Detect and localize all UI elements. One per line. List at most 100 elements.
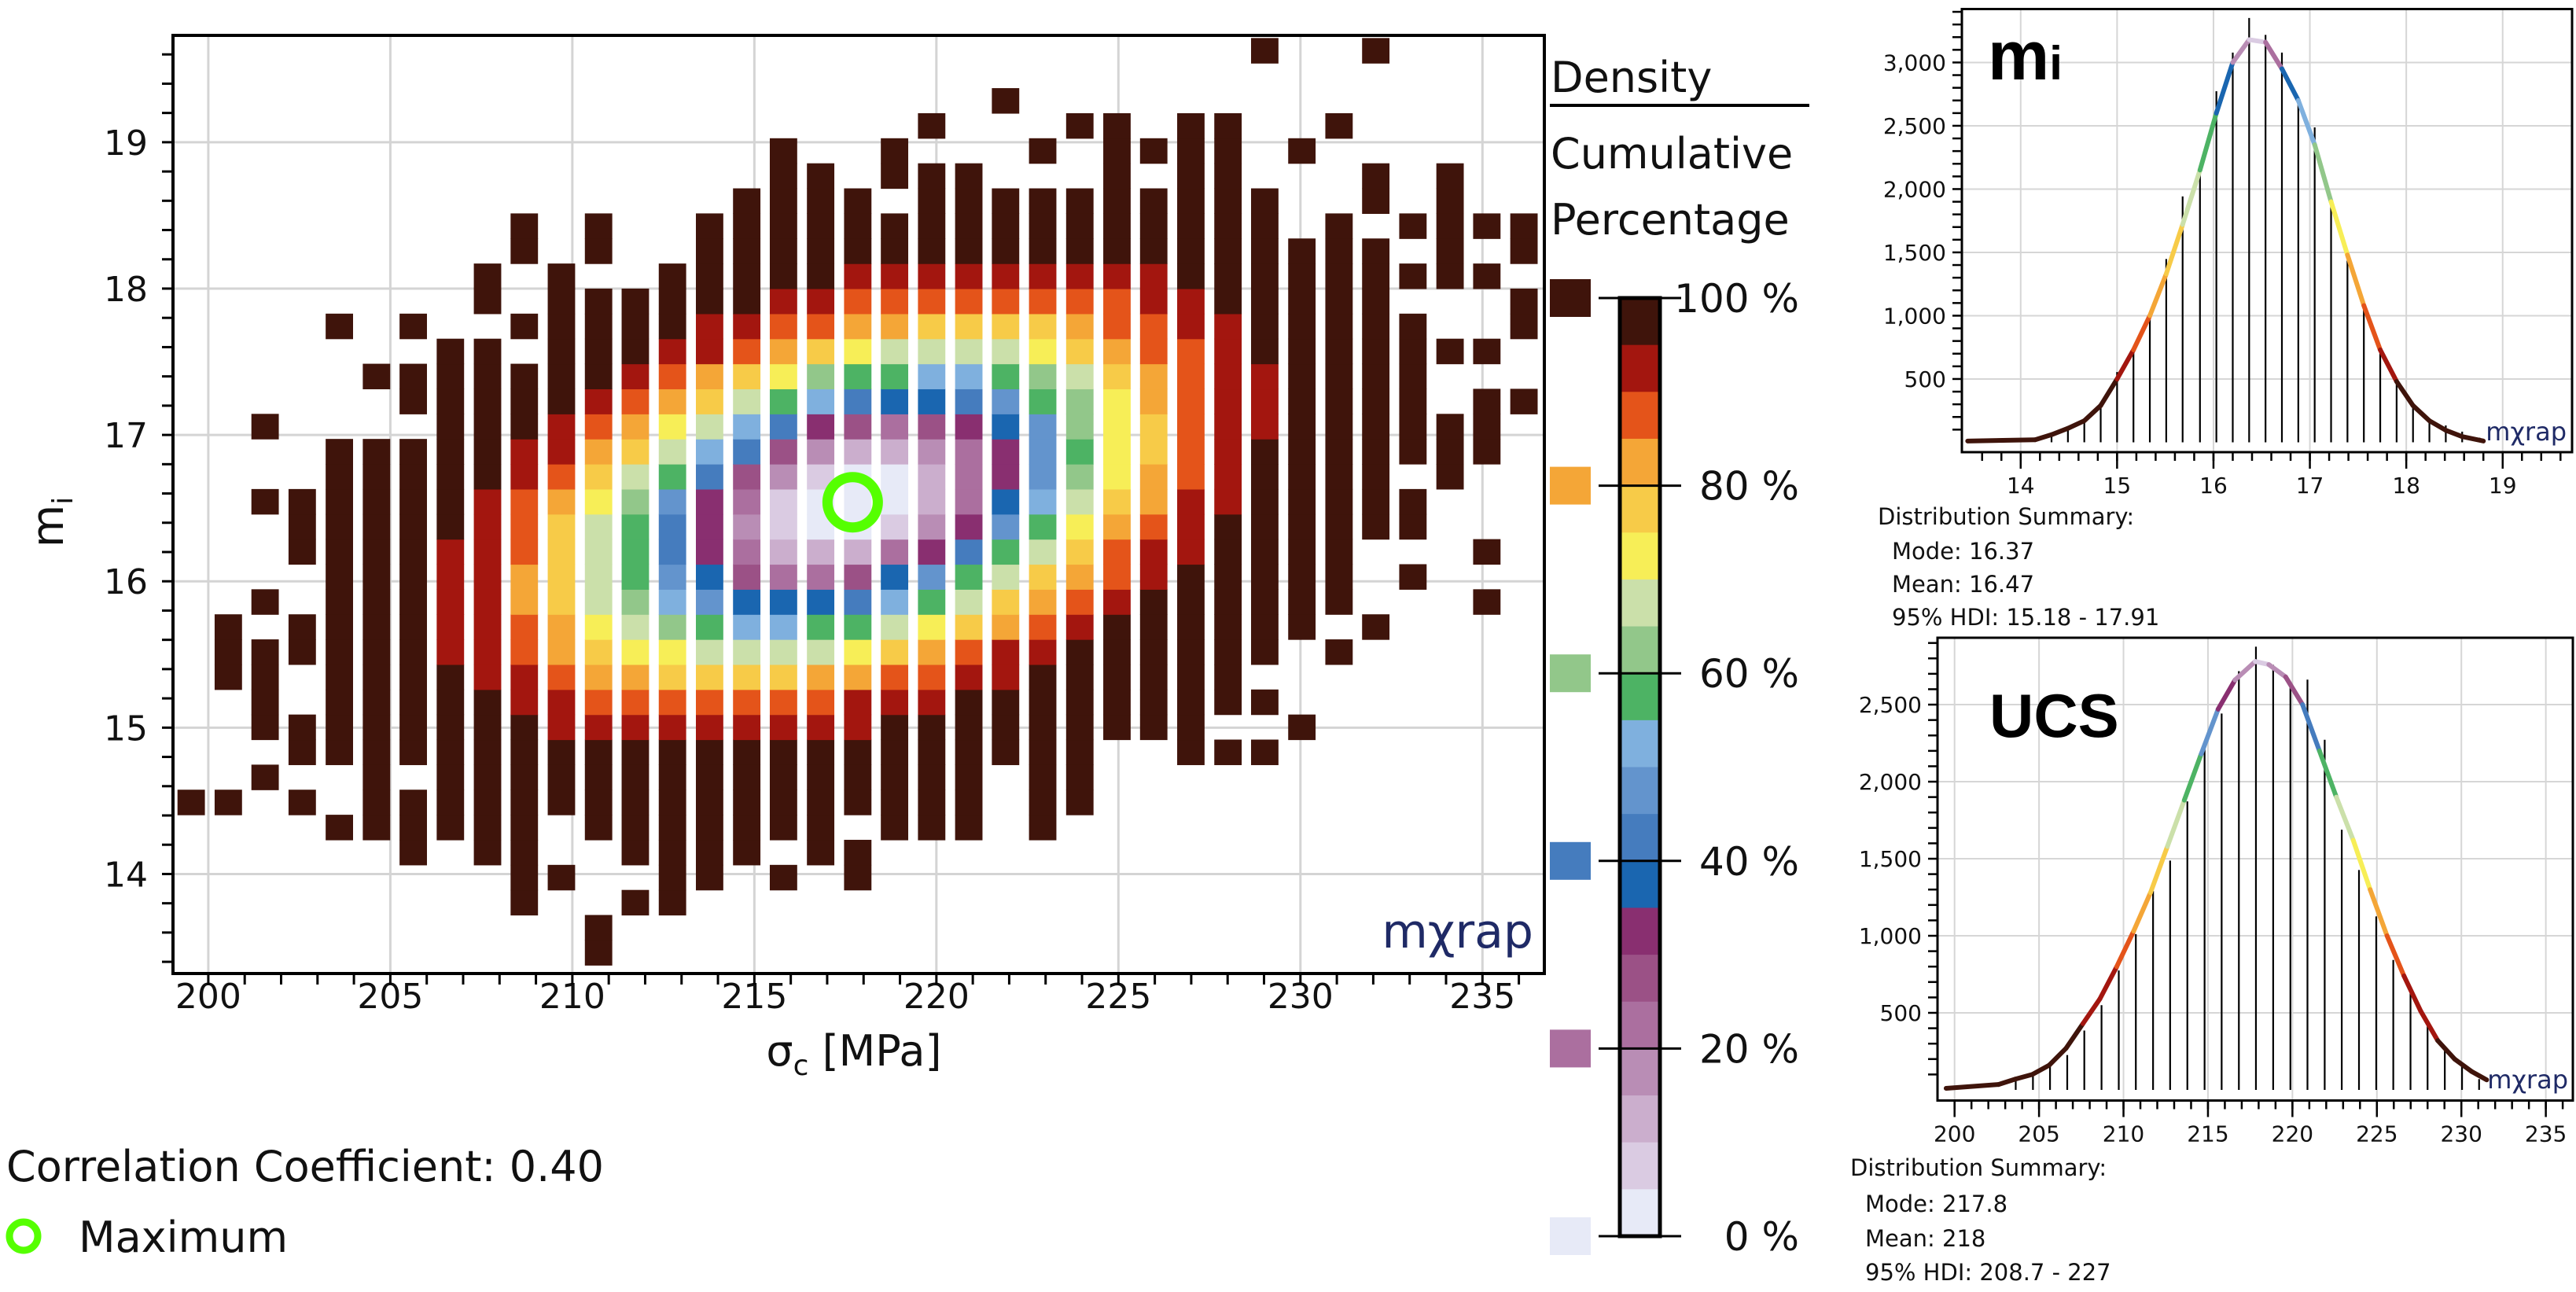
heatmap-cell <box>510 464 539 490</box>
heatmap-cell <box>658 338 686 365</box>
heatmap-cell <box>658 288 686 315</box>
colorbar-tick-label: 40 % <box>1699 839 1799 885</box>
heatmap-cell <box>807 790 835 815</box>
heatmap-cell <box>547 689 576 716</box>
heatmap-cell <box>1399 488 1427 515</box>
heatmap-cell <box>1029 464 1057 490</box>
heatmap-cell <box>584 564 613 590</box>
heatmap-cell <box>1139 564 1168 590</box>
colorbar-tick-label: 0 % <box>1724 1214 1799 1260</box>
density-curve <box>1943 659 2490 1091</box>
heatmap-cell <box>1177 363 1205 390</box>
summary-mode: Mode: 16.37 <box>1892 538 2034 565</box>
heatmap-cell <box>658 864 686 891</box>
heatmap-cell <box>251 639 279 665</box>
heatmap-cell <box>807 163 835 190</box>
x-tick-label: 16 <box>2199 473 2228 499</box>
y-tick-label: 1,000 <box>1859 923 1922 949</box>
heatmap-cell <box>510 614 539 640</box>
heatmap-cell <box>1103 639 1131 665</box>
heatmap-cell <box>844 539 872 565</box>
heatmap-cell <box>547 388 576 414</box>
heatmap-cell <box>436 539 465 565</box>
heatmap-cell <box>1325 539 1353 565</box>
correlation-coefficient: Correlation Coefficient: 0.40 <box>6 1142 604 1191</box>
heatmap-cell <box>1177 112 1205 139</box>
heatmap-cell <box>288 639 316 665</box>
heatmap-cell <box>473 689 502 716</box>
heatmap-cell <box>769 288 797 315</box>
heatmap-cell <box>1251 288 1279 315</box>
heatmap-cell <box>695 589 723 615</box>
heatmap-cell <box>510 839 539 866</box>
heatmap-cell <box>1103 414 1131 440</box>
x-tick-label: 18 <box>2392 473 2420 499</box>
heatmap-cell <box>1065 263 1094 289</box>
heatmap-cell <box>621 815 650 841</box>
heatmap-cell <box>658 388 686 414</box>
heatmap-cell <box>844 739 872 765</box>
heatmap-cell <box>1436 263 1464 289</box>
heatmap-cell <box>769 589 797 615</box>
heatmap-cell <box>1399 414 1427 440</box>
heatmap-cell <box>362 513 391 540</box>
heatmap-cell <box>214 614 242 640</box>
heatmap-cell <box>547 313 576 340</box>
heatmap-cell <box>1103 338 1131 365</box>
heatmap-cell <box>251 764 279 790</box>
heatmap-cell <box>1436 238 1464 264</box>
heatmap-cell <box>1103 238 1131 264</box>
heatmap-cell <box>547 414 576 440</box>
heatmap-cell <box>1288 238 1316 264</box>
heatmap-cell <box>362 539 391 565</box>
heatmap-cell <box>399 464 427 490</box>
y-tick-label: 2,000 <box>1859 769 1922 795</box>
heatmap-cell <box>1251 464 1279 490</box>
heatmap-cell <box>844 188 872 214</box>
heatmap-cell <box>1214 338 1242 365</box>
heatmap-cell <box>362 689 391 716</box>
heatmap-cell <box>807 739 835 765</box>
heatmap-cell <box>733 263 761 289</box>
heatmap-cell <box>251 689 279 716</box>
heatmap-cell <box>362 639 391 665</box>
colorbar-segment <box>1621 907 1658 955</box>
maximum-marker <box>822 472 883 533</box>
heatmap-cell <box>1139 439 1168 465</box>
colorbar-segment <box>1621 1048 1658 1096</box>
heatmap-cell <box>510 488 539 515</box>
heatmap-cell <box>1029 263 1057 289</box>
heatmap-cell <box>992 288 1020 315</box>
heatmap-cell <box>807 664 835 690</box>
heatmap-cell <box>1251 564 1279 590</box>
heatmap-cell <box>584 689 613 716</box>
heatmap-cell <box>1214 564 1242 590</box>
heatmap-cell <box>1399 363 1427 390</box>
heatmap-cell <box>1065 439 1094 465</box>
heatmap-cell <box>1029 564 1057 590</box>
heatmap-cell <box>1029 213 1057 239</box>
heatmap-cell <box>769 138 797 164</box>
heatmap-cell <box>695 263 723 289</box>
heatmap-cell <box>955 664 983 690</box>
heatmap-cell <box>992 513 1020 540</box>
heatmap-cell <box>1065 539 1094 565</box>
heatmap-cell <box>918 414 946 440</box>
heatmap-cell <box>992 439 1020 465</box>
heatmap-cell <box>547 513 576 540</box>
heatmap-cell <box>1362 313 1390 340</box>
heatmap-cell <box>992 238 1020 264</box>
heatmap-cell <box>658 614 686 640</box>
heatmap-cell <box>399 639 427 665</box>
heatmap-cell <box>1214 614 1242 640</box>
colorbar-segment <box>1621 392 1658 440</box>
heatmap-cell <box>1029 238 1057 264</box>
heatmap-cell <box>584 589 613 615</box>
heatmap-cell <box>547 664 576 690</box>
heatmap-cell <box>658 363 686 390</box>
heatmap-cell <box>1065 764 1094 790</box>
heatmap-cell <box>362 363 391 390</box>
heatmap-cell <box>955 464 983 490</box>
heatmap-cell <box>1139 639 1168 665</box>
